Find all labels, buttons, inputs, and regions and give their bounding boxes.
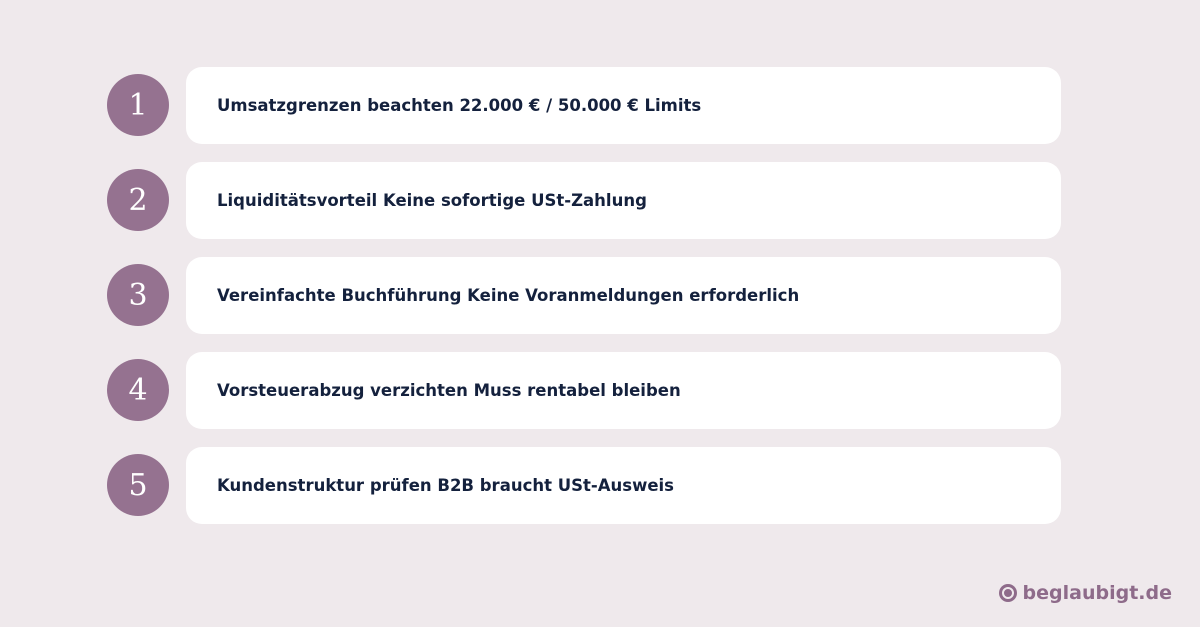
item-text: Vorsteuerabzug verzichten Muss rentabel … <box>217 381 681 400</box>
item-card: Vorsteuerabzug verzichten Muss rentabel … <box>186 352 1061 429</box>
brand-logo: beglaubigt.de <box>998 582 1172 604</box>
brand-name: beglaubigt.de <box>1022 582 1172 604</box>
item-card: Liquiditätsvorteil Keine sofortige USt-Z… <box>186 162 1061 239</box>
item-card: Kundenstruktur prüfen B2B braucht USt-Au… <box>186 447 1061 524</box>
list-item: 1 Umsatzgrenzen beachten 22.000 € / 50.0… <box>0 67 1200 144</box>
step-number-badge: 5 <box>107 454 169 516</box>
item-card: Vereinfachte Buchführung Keine Voranmeld… <box>186 257 1061 334</box>
item-text: Kundenstruktur prüfen B2B braucht USt-Au… <box>217 476 675 495</box>
list-item: 4 Vorsteuerabzug verzichten Muss rentabe… <box>0 352 1200 429</box>
list-item: 2 Liquiditätsvorteil Keine sofortige USt… <box>0 162 1200 239</box>
item-card: Umsatzgrenzen beachten 22.000 € / 50.000… <box>186 67 1061 144</box>
target-circle-icon <box>998 584 1017 602</box>
item-text: Liquiditätsvorteil Keine sofortige USt-Z… <box>217 191 647 210</box>
item-text: Umsatzgrenzen beachten 22.000 € / 50.000… <box>217 96 702 115</box>
item-text: Vereinfachte Buchführung Keine Voranmeld… <box>217 286 800 305</box>
list-item: 3 Vereinfachte Buchführung Keine Voranme… <box>0 257 1200 334</box>
step-number-badge: 3 <box>107 264 169 326</box>
list-item: 5 Kundenstruktur prüfen B2B braucht USt-… <box>0 447 1200 524</box>
step-number-badge: 4 <box>107 359 169 421</box>
step-number-badge: 1 <box>107 74 169 136</box>
step-number-badge: 2 <box>107 169 169 231</box>
